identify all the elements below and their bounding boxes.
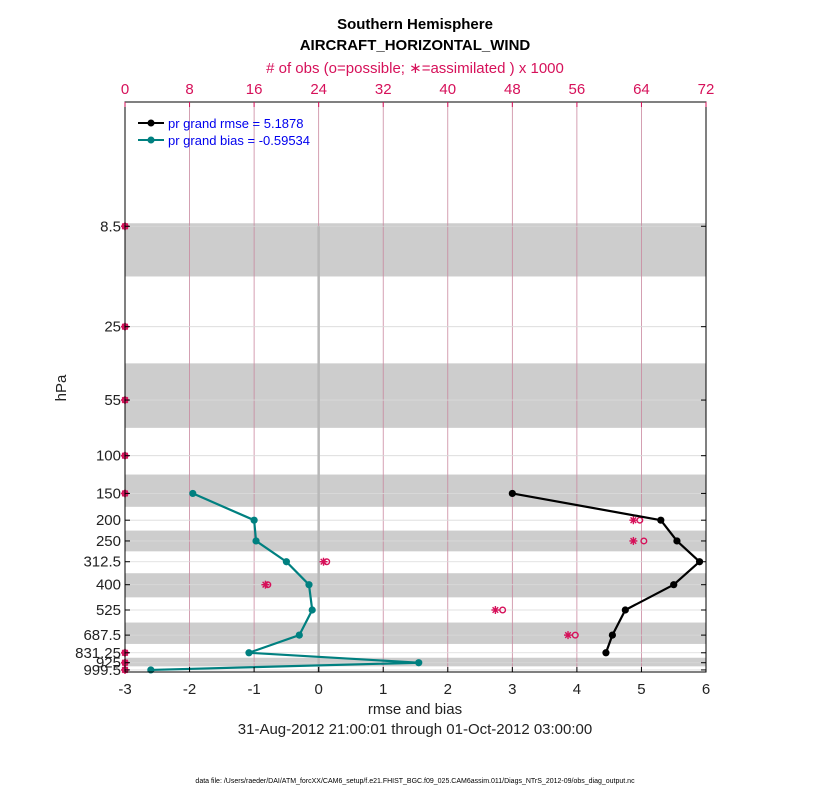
y-tick-label: 400 [96, 577, 121, 594]
chart-subtitle: AIRCRAFT_HORIZONTAL_WIND [300, 37, 531, 54]
y-tick-label: 999.5 [83, 662, 121, 679]
y-tick-label: 150 [96, 485, 121, 502]
y-tick-label: 55 [104, 392, 121, 409]
obs-assimilated-marker [629, 516, 638, 525]
top-axis-label: # of obs (o=possible; ∗=assimilated ) x … [266, 60, 564, 77]
bias-point [282, 558, 290, 566]
obs-assimilated-marker [629, 536, 638, 545]
y-tick-label: 525 [96, 602, 121, 619]
obs-assimilated-marker [261, 580, 270, 589]
y-tick-label: 100 [96, 448, 121, 465]
top-tick-label: 56 [569, 81, 586, 98]
level-gridlines [125, 225, 706, 671]
rmse-line [512, 492, 701, 654]
legend: pr grand rmse = 5.1878 pr grand bias = -… [138, 116, 310, 148]
axis-ticks: -3 -2 -1 0 1 2 3 4 5 60 8 16 24 32 40 48 56 64 728.5255510… [75, 81, 714, 698]
y-tick-label: 925 [96, 655, 121, 672]
legend-bias-marker [147, 136, 155, 144]
obs-assimilated-marker [564, 631, 573, 640]
y-axis-label: hPa [53, 374, 70, 401]
bias-point [415, 659, 423, 667]
obs-possible-marker [499, 606, 507, 614]
chart-title: Southern Hemisphere [337, 16, 493, 33]
obs-star-stroke [630, 537, 637, 545]
x-tick-label: 2 [444, 681, 452, 698]
top-tick-label: 8 [185, 81, 193, 98]
y-tick-label: 250 [96, 533, 121, 550]
obs-possible-marker [571, 631, 579, 639]
top-tick-label: 64 [633, 81, 650, 98]
y-tick-label: 312.5 [83, 554, 121, 571]
rmse-point [602, 649, 610, 657]
rmse-point [657, 516, 665, 524]
bias-point [245, 649, 253, 657]
top-tick-label: 72 [698, 81, 715, 98]
date-range: 31-Aug-2012 21:00:01 through 01-Oct-2012… [238, 721, 592, 738]
bias-point [308, 606, 316, 614]
bias-point [305, 581, 313, 589]
y-tick-label: 200 [96, 512, 121, 529]
top-tick-label: 24 [310, 81, 327, 98]
obs-assimilated-marker [319, 557, 328, 566]
x-tick-label: 0 [314, 681, 322, 698]
y-tick-label: 8.5 [100, 218, 121, 235]
bias-point [252, 537, 260, 545]
top-tick-label: 0 [121, 81, 129, 98]
level-bands [125, 223, 706, 667]
x-tick-label: -1 [247, 681, 260, 698]
obs-star-stroke [564, 631, 572, 639]
rmse-point [608, 631, 616, 639]
rmse-point [670, 581, 678, 589]
rmse-point [621, 606, 629, 614]
obs-star-stroke [262, 581, 269, 588]
top-tick-label: 48 [504, 81, 521, 98]
obs-star-stroke [492, 606, 499, 614]
legend-rmse-marker [147, 119, 155, 127]
top-tick-label: 16 [246, 81, 263, 98]
x-axis-label: rmse and bias [368, 701, 462, 718]
x-tick-label: -2 [183, 681, 196, 698]
data-file-footnote: data file: /Users/raeder/DAI/ATM_forcXX/… [195, 778, 635, 785]
x-tick-label: 5 [637, 681, 645, 698]
x-tick-label: 6 [702, 681, 710, 698]
x-tick-label: 1 [379, 681, 387, 698]
level-band [125, 573, 706, 598]
rmse-point [508, 489, 516, 498]
series-lines [147, 489, 704, 674]
obs-possible-marker [640, 537, 648, 545]
rmse-point [673, 537, 681, 545]
x-tick-label: 4 [573, 681, 581, 698]
y-tick-label: 831.25 [75, 645, 121, 662]
top-tick-label: 40 [439, 81, 456, 98]
legend-bias-label: pr grand bias = -0.59534 [168, 133, 310, 148]
level-band [125, 474, 706, 507]
bias-point [295, 631, 303, 639]
plot-frame [124, 101, 707, 673]
y-tick-label: 687.5 [83, 627, 121, 644]
obs-assimilated-marker [491, 606, 500, 615]
level-band [125, 223, 706, 277]
obs-star-stroke [320, 558, 327, 566]
legend-rmse-label: pr grand rmse = 5.1878 [168, 116, 304, 131]
level-band [125, 363, 706, 428]
bias-point [250, 516, 258, 524]
y-tick-label: 25 [104, 319, 121, 336]
x-tick-label: 3 [508, 681, 516, 698]
x-tick-label: -3 [118, 681, 131, 698]
bias-point [189, 489, 197, 498]
obs-star-stroke [630, 516, 637, 524]
obs-count-markers [121, 222, 648, 674]
level-band [125, 622, 706, 644]
rmse-point [695, 558, 704, 566]
bias-line [150, 492, 420, 672]
top-tick-label: 32 [375, 81, 392, 98]
